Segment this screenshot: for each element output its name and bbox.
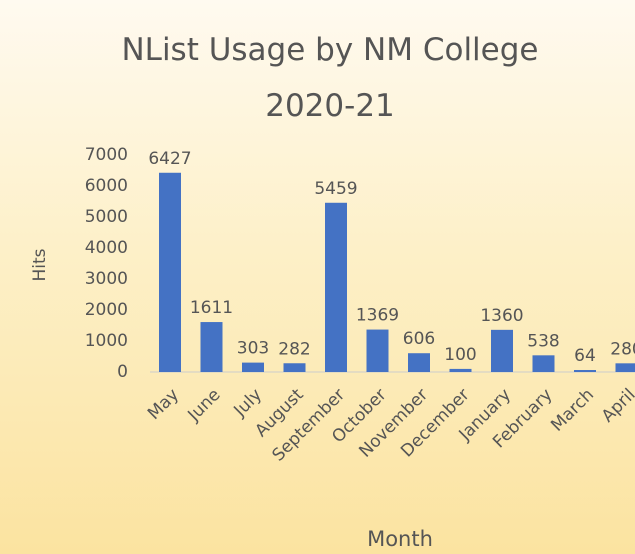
bar bbox=[242, 362, 264, 372]
bar bbox=[574, 370, 596, 372]
bar bbox=[325, 202, 347, 372]
data-label: 606 bbox=[403, 329, 435, 349]
bar bbox=[449, 368, 472, 372]
bar bbox=[283, 363, 306, 372]
y-tick-label: 2000 bbox=[85, 300, 128, 320]
chart-title: NList Usage by NM College 2020-21 bbox=[121, 32, 539, 124]
data-label: 100 bbox=[444, 345, 476, 365]
data-label: 282 bbox=[278, 339, 310, 359]
data-label: 64 bbox=[574, 346, 596, 366]
bar bbox=[615, 363, 635, 372]
data-label: 5459 bbox=[314, 179, 357, 199]
bar bbox=[200, 322, 223, 372]
x-axis-label: Month bbox=[367, 527, 433, 551]
bar bbox=[532, 355, 555, 372]
y-tick-label: 0 bbox=[117, 362, 128, 382]
bar bbox=[366, 329, 389, 372]
data-label: 303 bbox=[237, 339, 269, 359]
y-tick-label: 7000 bbox=[85, 145, 128, 165]
x-tick-label: May bbox=[144, 385, 183, 424]
y-tick-label: 5000 bbox=[85, 207, 128, 227]
data-label: 1360 bbox=[480, 306, 523, 326]
data-label: 538 bbox=[527, 331, 559, 351]
y-axis-label: Hits bbox=[30, 248, 50, 281]
data-label: 280 bbox=[610, 339, 635, 359]
x-tick-label: July bbox=[230, 385, 266, 421]
y-tick-label: 3000 bbox=[85, 269, 128, 289]
x-tick-label: June bbox=[184, 385, 225, 426]
y-tick-label: 1000 bbox=[85, 331, 128, 351]
bar bbox=[491, 329, 513, 372]
data-label: 1369 bbox=[356, 306, 399, 326]
bar bbox=[159, 172, 181, 372]
data-label: 1611 bbox=[190, 298, 233, 318]
data-label: 6427 bbox=[148, 149, 191, 169]
x-tick-label: March bbox=[547, 385, 598, 436]
x-tick-label: April bbox=[598, 385, 635, 427]
y-tick-label: 4000 bbox=[85, 238, 128, 258]
bar bbox=[408, 353, 430, 372]
y-tick-label: 6000 bbox=[85, 176, 128, 196]
